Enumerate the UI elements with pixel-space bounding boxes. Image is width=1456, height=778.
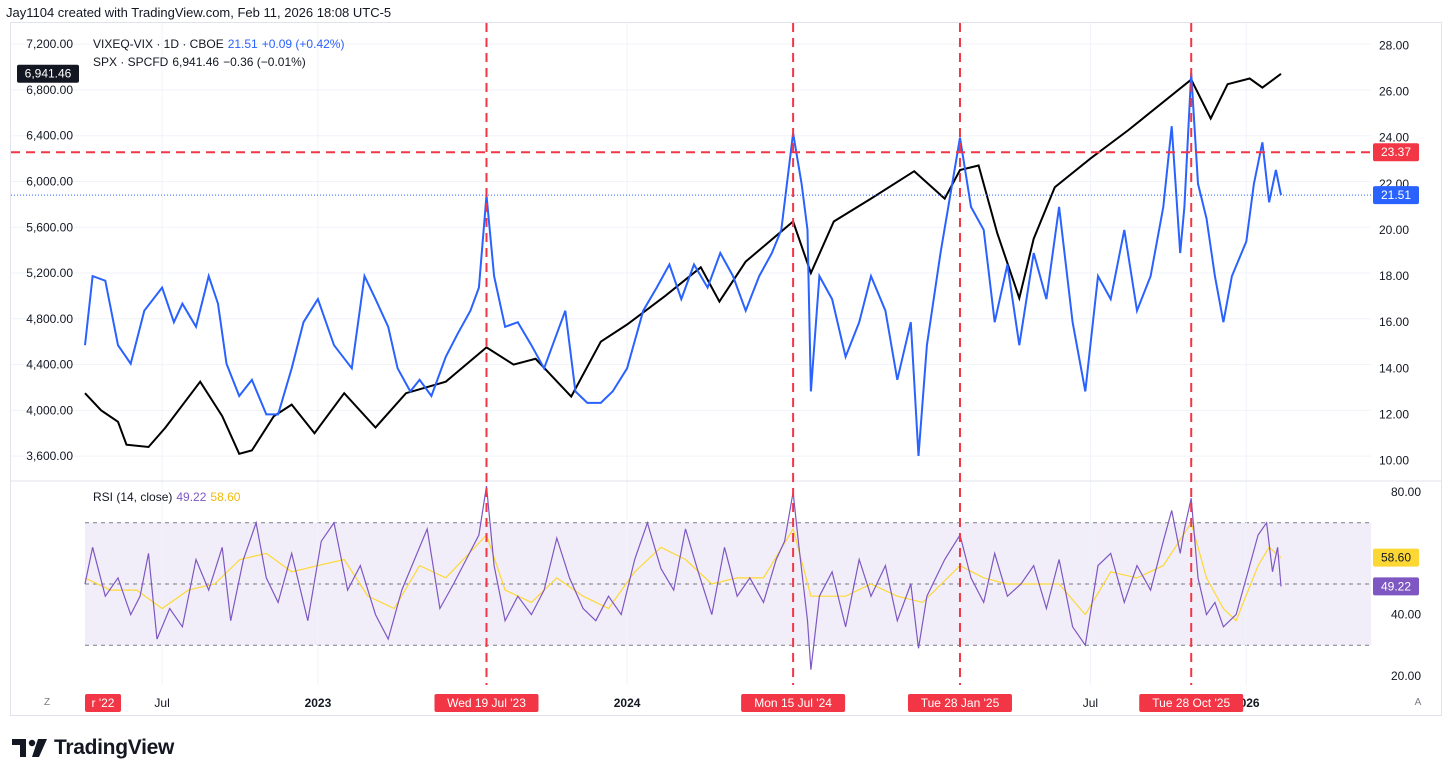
spx-axis-tick-label: 4,800.00: [26, 312, 73, 326]
spx-axis-tick-label: 7,200.00: [26, 37, 73, 51]
spx-axis-tick-label: 6,800.00: [26, 83, 73, 97]
a-button[interactable]: A: [1414, 697, 1422, 708]
date-marker-badge-bg: [907, 694, 1012, 712]
tradingview-logo-icon: [12, 739, 47, 757]
date-marker-badge-text: Mon 15 Jul '24: [754, 696, 832, 710]
date-marker-badge-bg: [1139, 694, 1244, 712]
spx-axis-tick-label: 5,200.00: [26, 266, 73, 280]
legend-spx[interactable]: SPX · SPCFD 6,941.46 −0.36 (−0.01%): [93, 55, 310, 69]
vix-axis-tick-label: 12.00: [1379, 407, 1409, 421]
x-axis-tick-label: Jul: [1083, 696, 1098, 710]
x-axis-left-clip-badge: r '22: [85, 694, 121, 712]
vix-axis-tick-label: 10.00: [1379, 454, 1409, 468]
spx-axis-tick-label: 6,000.00: [26, 174, 73, 188]
vix-axis-tick-label: 18.00: [1379, 269, 1409, 283]
vix-axis-tick-label: 14.00: [1379, 361, 1409, 375]
spx-last-badge-text: 6,941.46: [25, 67, 72, 81]
spx-axis-tick-label: 3,600.00: [26, 449, 73, 463]
vix-last-badge-text: 21.51: [1381, 188, 1411, 202]
date-marker-badge: Wed 19 Jul '23: [434, 694, 539, 712]
date-marker-badge-text: Tue 28 Oct '25: [1152, 696, 1230, 710]
legend-vix-name: VIXEQ-VIX · 1D · CBOE: [93, 37, 224, 51]
vix-axis-tick-label: 26.00: [1379, 85, 1409, 99]
rsi-ma-badge-bg: [1373, 548, 1419, 567]
rsi-ma-badge: 58.60: [1373, 548, 1419, 567]
x-axis-tick-label: Jul: [154, 696, 169, 710]
rsi-axis-tick-label: 80.00: [1391, 485, 1421, 499]
series-line-rsi: [84, 486, 1282, 670]
vix-axis-tick-label: 16.00: [1379, 315, 1409, 329]
z-button[interactable]: Z: [43, 697, 51, 708]
rsi-axis-tick-label: 40.00: [1391, 608, 1421, 622]
series-line-vix: [84, 73, 1282, 456]
spx-axis-tick-label: 4,000.00: [26, 403, 73, 417]
chart-frame[interactable]: 3,600.00 4,000.00 4,400.00 4,800.00 5,200.00…: [10, 22, 1442, 716]
date-marker-badge: Mon 15 Jul '24: [741, 694, 846, 712]
chart-canvas[interactable]: 3,600.00 4,000.00 4,400.00 4,800.00 5,200.00…: [11, 23, 1441, 715]
rsi-ma-badge-text: 58.60: [1381, 551, 1411, 565]
rsi-last-badge-text: 49.22: [1381, 579, 1411, 593]
tradingview-logo[interactable]: TradingView: [12, 736, 174, 760]
vix-last-badge-bg: [1373, 186, 1419, 205]
legend-rsi-value: 49.22: [176, 490, 207, 504]
vix-last-badge: 21.51: [1373, 186, 1419, 205]
spx-last-badge: 6,941.46: [17, 64, 79, 83]
vix-axis-tick-label: 28.00: [1379, 38, 1409, 52]
vix-hline-badge: 23.37: [1373, 143, 1419, 162]
spx-axis-tick-label: 6,400.00: [26, 129, 73, 143]
x-axis-tick-label: 2024: [614, 696, 641, 710]
date-marker-badge-text: Wed 19 Jul '23: [447, 696, 526, 710]
rsi-last-badge: 49.22: [1373, 577, 1419, 596]
series-line-rsi-ma: [84, 521, 1282, 622]
x-axis-tick-label: 2023: [305, 696, 332, 710]
tradingview-logo-text: TradingView: [54, 736, 175, 759]
rsi-last-badge-bg: [1373, 577, 1419, 596]
legend-spx-change: −0.36 (−0.01%): [223, 55, 306, 69]
date-marker-badge-bg: [434, 694, 539, 712]
spx-axis-tick-label: 4,400.00: [26, 358, 73, 372]
legend-rsi-ma-value: 58.60: [210, 490, 241, 504]
date-marker-badge: Tue 28 Oct '25: [1139, 694, 1244, 712]
vix-hline-badge-text: 23.37: [1381, 145, 1411, 159]
legend-rsi[interactable]: RSI (14, close) 49.22 58.60: [93, 490, 244, 504]
date-marker-badge-text: Tue 28 Jan '25: [921, 696, 1000, 710]
legend-spx-name: SPX · SPCFD: [93, 55, 169, 69]
vix-hline-badge-bg: [1373, 143, 1419, 162]
legend-vix-value: 21.51: [227, 37, 258, 51]
legend-spx-value: 6,941.46: [172, 55, 220, 69]
series-line-spx: [84, 72, 1282, 455]
spx-axis-tick-label: 5,600.00: [26, 220, 73, 234]
date-marker-badge: Tue 28 Jan '25: [907, 694, 1012, 712]
x-axis-left-clip-badge-bg: [85, 694, 121, 712]
vix-axis-tick-label: 20.00: [1379, 223, 1409, 237]
created-by-text: Jay1104 created with TradingView.com, Fe…: [6, 5, 392, 20]
legend-vix[interactable]: VIXEQ-VIX · 1D · CBOE 21.51 +0.09 (+0.42%): [93, 37, 348, 51]
date-marker-badge-bg: [741, 694, 846, 712]
x-axis-left-clip-badge-text: r '22: [92, 696, 115, 710]
vix-axis-tick-label: 24.00: [1379, 131, 1409, 145]
legend-vix-change: +0.09 (+0.42%): [261, 37, 345, 51]
spx-last-badge-bg: [17, 64, 79, 83]
rsi-axis-tick-label: 20.00: [1391, 669, 1421, 683]
legend-rsi-name: RSI (14, close): [93, 490, 173, 504]
